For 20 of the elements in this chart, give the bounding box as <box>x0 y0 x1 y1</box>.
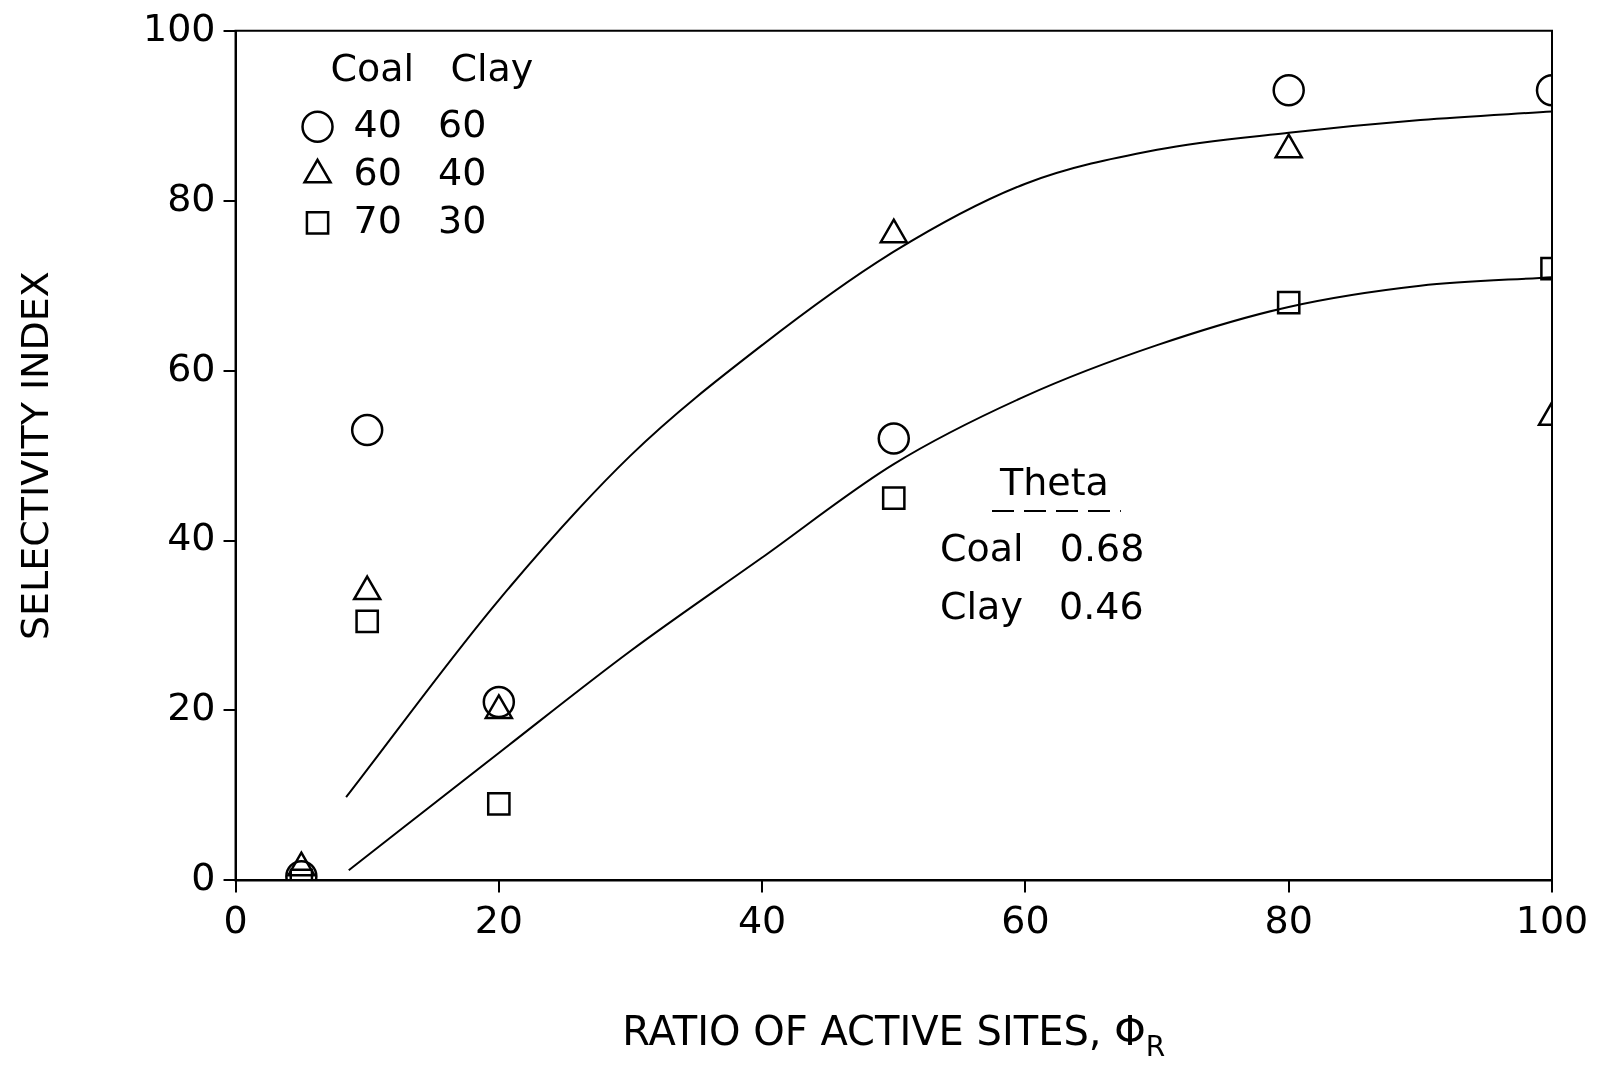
legend-label: 60 40 <box>353 149 487 194</box>
x-tick-label: 20 <box>474 898 523 943</box>
y-tick-label: 40 <box>167 515 216 560</box>
x-tick-label: 40 <box>737 898 787 943</box>
annotation: Theta <box>999 459 1109 504</box>
annotation: Clay 0.46 <box>940 583 1144 628</box>
annotation: Coal 0.68 <box>940 525 1145 570</box>
y-tick-label: 100 <box>143 5 216 50</box>
x-tick-label: 60 <box>1001 898 1050 943</box>
x-tick-label: 100 <box>1515 898 1589 943</box>
x-tick-label: 0 <box>223 898 248 943</box>
legend-label: 70 30 <box>353 197 487 242</box>
legend-title: Coal Clay <box>330 45 534 90</box>
y-axis-title: SELECTIVITY INDEX <box>12 271 57 641</box>
y-tick-label: 80 <box>167 175 216 220</box>
y-tick-label: 20 <box>167 685 216 730</box>
legend-label: 40 60 <box>353 101 487 146</box>
y-tick-label: 0 <box>191 855 216 900</box>
y-tick-label: 60 <box>167 345 216 390</box>
x-tick-label: 80 <box>1264 898 1313 943</box>
